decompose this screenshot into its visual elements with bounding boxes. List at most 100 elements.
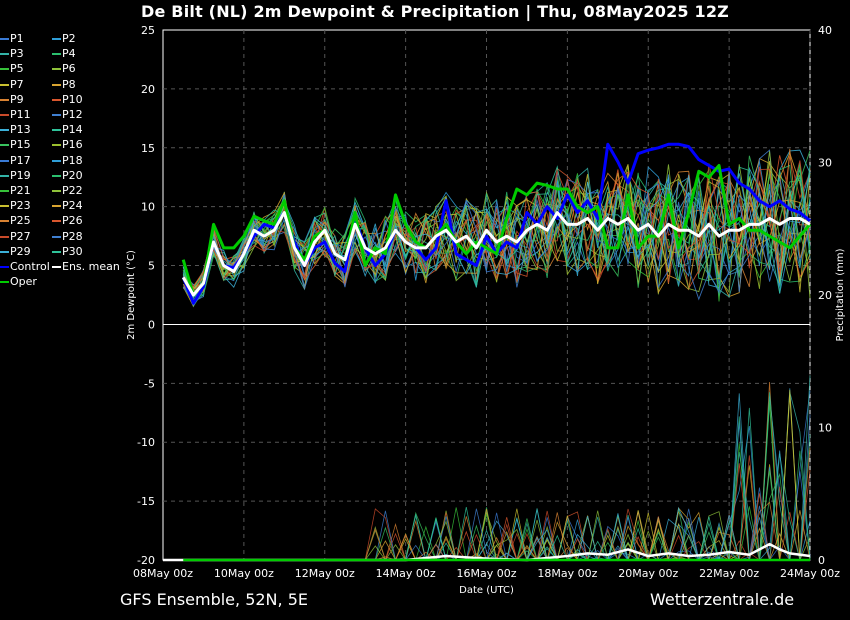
legend-swatch	[0, 129, 9, 132]
legend-label: P26	[62, 214, 83, 228]
legend-label: P5	[10, 62, 24, 76]
legend-swatch	[52, 129, 61, 132]
legend-swatch	[0, 174, 9, 177]
legend-label: P3	[10, 47, 24, 61]
legend-label: P30	[62, 244, 83, 258]
legend-item: P10	[52, 92, 83, 106]
y-tick-label: 10	[141, 201, 155, 214]
y-axis-label: 2m Dewpoint (°C)	[126, 250, 137, 340]
legend-label: P27	[10, 229, 31, 243]
legend-label: P9	[10, 92, 24, 106]
x-tick-label: 08May 00z	[133, 567, 193, 580]
legend-item: P23	[0, 200, 31, 212]
legend-swatch	[52, 53, 61, 56]
legend-label: P16	[62, 138, 83, 152]
legend-label: P22	[62, 184, 83, 197]
legend-item: P17	[0, 154, 31, 167]
y-tick-label: -20	[137, 554, 155, 567]
legend-label: P18	[62, 153, 83, 167]
x-tick-label: 22May 00z	[699, 567, 759, 580]
legend-swatch	[0, 83, 9, 86]
legend-swatch	[52, 174, 61, 177]
legend-swatch	[52, 38, 61, 40]
ensemble-member-line	[182, 160, 811, 297]
legend-item: Control	[0, 261, 50, 273]
legend-swatch	[52, 144, 61, 147]
y-tick-label: -5	[144, 377, 155, 390]
legend-item: P16	[52, 139, 83, 151]
legend-label: P25	[10, 214, 31, 228]
legend-swatch	[0, 53, 9, 56]
legend-label: P7	[10, 77, 24, 91]
legend-label: P29	[10, 244, 31, 258]
y2-axis-label: Precipitation (mm)	[835, 248, 846, 341]
legend-label: P11	[10, 108, 31, 121]
legend-swatch	[52, 68, 61, 71]
legend-item: P1	[0, 33, 24, 45]
legend-label: P19	[10, 168, 31, 182]
legend-item: P27	[0, 229, 31, 243]
legend-item: Oper	[0, 276, 37, 288]
legend-label: P23	[10, 199, 31, 213]
legend-swatch	[0, 235, 9, 238]
legend-item: P13	[0, 124, 31, 136]
legend-item: P6	[52, 63, 76, 75]
legend-label: P4	[62, 47, 76, 61]
legend-swatch	[52, 235, 61, 238]
legend-swatch	[0, 266, 9, 268]
legend-item: P5	[0, 63, 24, 75]
y2-tick-label: 20	[818, 289, 832, 302]
x-tick-label: 18May 00z	[537, 567, 597, 580]
legend-item: P12	[52, 109, 83, 121]
legend-swatch	[52, 250, 61, 253]
legend-item: P8	[52, 77, 76, 91]
x-tick-label: 14May 00z	[376, 567, 436, 580]
y-tick-label: 5	[148, 260, 155, 273]
x-tick-label: 20May 00z	[618, 567, 678, 580]
legend-label: P24	[62, 199, 83, 213]
series-ens-mean	[181, 211, 811, 297]
legend-label: P6	[62, 62, 76, 76]
y2-tick-label: 30	[818, 157, 832, 170]
legend-label: P14	[62, 123, 83, 137]
legend-swatch	[52, 159, 61, 162]
legend-swatch	[0, 114, 9, 116]
ensemble-member-line	[182, 149, 811, 303]
legend-item: P24	[52, 200, 83, 212]
legend-item: P14	[52, 124, 83, 136]
legend-swatch	[0, 38, 9, 40]
y-tick-label: 15	[141, 142, 155, 155]
ensemble-member-line	[182, 175, 811, 298]
legend-swatch	[0, 159, 9, 162]
legend-label: P13	[10, 123, 31, 137]
legend-item: P28	[52, 229, 83, 243]
legend-item: P26	[52, 215, 83, 227]
legend-label: Ens. mean	[62, 260, 120, 273]
legend-swatch	[52, 190, 61, 192]
legend-label: Oper	[10, 275, 37, 289]
legend-item: P11	[0, 109, 31, 121]
y-tick-label: 20	[141, 83, 155, 96]
legend-item: P21	[0, 185, 31, 197]
legend-swatch	[0, 144, 9, 147]
x-tick-label: 12May 00z	[295, 567, 355, 580]
legend-label: P12	[62, 108, 83, 121]
legend-label: P15	[10, 138, 31, 152]
legend-item: Ens. mean	[52, 261, 120, 273]
y2-tick-label: 10	[818, 422, 832, 435]
legend-label: P10	[62, 92, 83, 106]
legend-item: P19	[0, 168, 31, 182]
legend-swatch	[52, 266, 61, 268]
x-tick-label: 24May 00z	[780, 567, 840, 580]
legend-item: P18	[52, 153, 83, 167]
legend-item: P30	[52, 244, 83, 258]
legend-label: P8	[62, 77, 76, 91]
legend-label: P28	[62, 229, 83, 243]
legend-swatch	[0, 98, 9, 101]
legend-swatch	[52, 114, 61, 116]
legend-item: P25	[0, 215, 31, 227]
x-axis-label: Date (UTC)	[459, 585, 514, 596]
series-oper	[181, 163, 812, 297]
y-tick-label: 25	[141, 24, 155, 37]
